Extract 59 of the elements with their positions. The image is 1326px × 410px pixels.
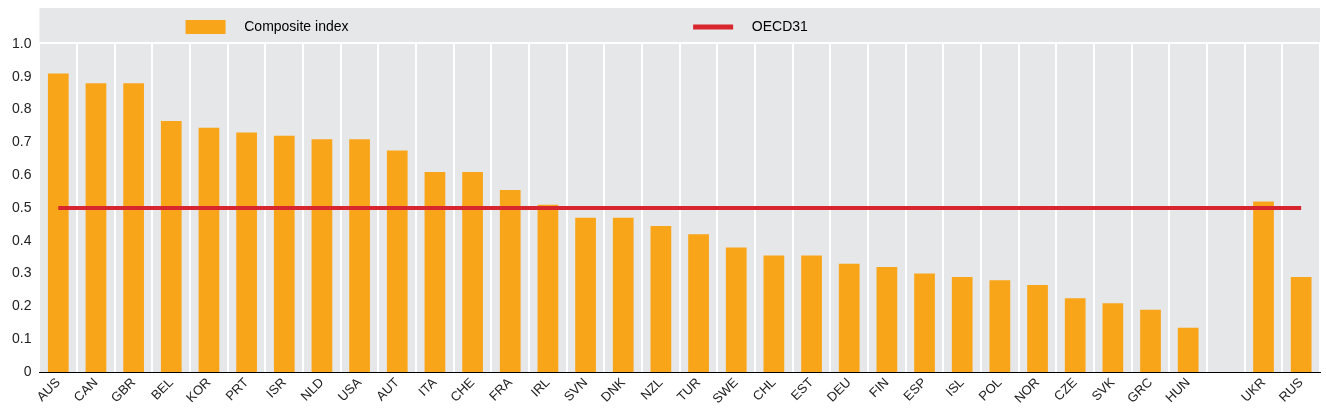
bar (801, 255, 822, 373)
bar (198, 127, 220, 373)
bar (123, 83, 144, 373)
bar (838, 263, 860, 373)
y-tick-label: 0.5 (11, 198, 32, 215)
bar (688, 234, 709, 373)
x-tick-label: CHL (749, 374, 779, 404)
y-tick-label: 0.2 (11, 297, 32, 314)
bar (1102, 303, 1124, 373)
x-tick-label: ISR (262, 374, 289, 401)
bar (537, 204, 559, 373)
bar (386, 150, 408, 373)
x-tick-label: BEL (147, 374, 176, 403)
bar (612, 217, 634, 373)
bar (575, 217, 596, 373)
bar (311, 139, 333, 373)
bar (160, 121, 182, 373)
legend-label: Composite index (232, 17, 680, 34)
bar (1140, 309, 1161, 373)
x-tick-label: FRA (485, 374, 516, 404)
y-tick-label: 0.1 (11, 330, 32, 347)
bar (236, 132, 257, 373)
y-tick-label: 0.4 (11, 231, 32, 248)
y-tick-label: 0 (23, 362, 32, 379)
bar (951, 276, 973, 373)
x-tick-label: USA (334, 374, 365, 405)
bar (273, 135, 295, 373)
bar (499, 189, 521, 373)
y-tick-label: 0.6 (11, 166, 32, 183)
y-tick-label: 0.7 (11, 133, 32, 150)
bar (914, 273, 935, 373)
x-tick-label: NLD (297, 374, 327, 404)
y-tick-label: 0.9 (11, 67, 32, 84)
y-tick-label: 0.8 (11, 100, 32, 117)
bar (876, 267, 898, 373)
bar (1064, 298, 1086, 373)
x-tick-label: NZL (637, 374, 666, 403)
legend-label: OECD31 (740, 17, 1139, 34)
bar (47, 73, 69, 373)
x-tick-label: ISL (942, 374, 967, 399)
bar (1177, 327, 1199, 373)
bar (763, 255, 785, 373)
bar (424, 171, 446, 373)
bar (1027, 285, 1048, 373)
x-tick-label: POL (975, 374, 1005, 404)
y-tick-label: 1.0 (11, 34, 32, 51)
bar (725, 247, 747, 373)
y-tick-label: 0.3 (11, 264, 32, 281)
bar (85, 83, 107, 373)
bar (462, 171, 483, 373)
bar (349, 139, 370, 373)
x-tick-label: TUR (673, 374, 704, 405)
x-tick-label: IRL (527, 374, 553, 400)
x-tick-label: FIN (866, 374, 892, 401)
bar (650, 226, 672, 373)
bar (1253, 201, 1274, 373)
bar (989, 280, 1011, 373)
x-tick-label: ITA (415, 374, 440, 399)
bar (1290, 276, 1312, 373)
